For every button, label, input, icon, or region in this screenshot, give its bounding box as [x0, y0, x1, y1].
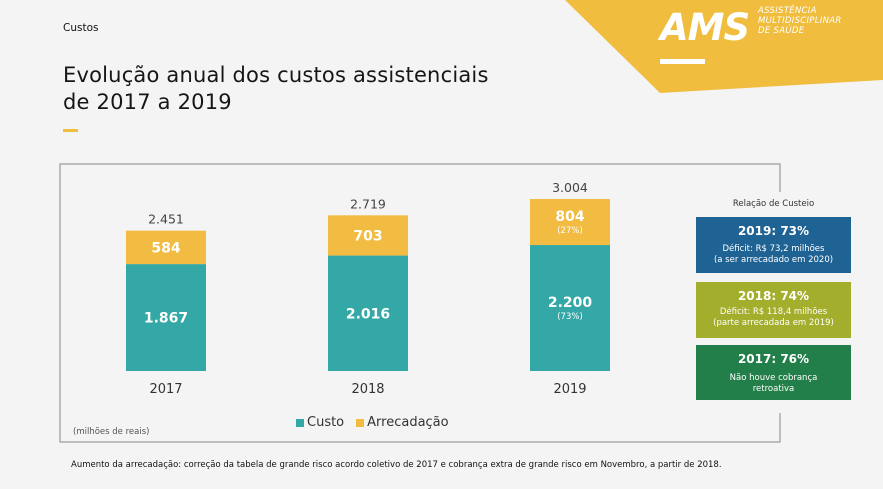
x-tick-label: 2019	[553, 382, 586, 397]
units-note: (milhões de reais)	[73, 427, 150, 437]
ratio-box-title: 2018: 74%	[737, 289, 810, 303]
bar-percent-label: (73%)	[557, 312, 583, 322]
ratio-box-desc: Déficit: R$ 73,2 milhões (a ser arrecada…	[696, 244, 851, 266]
bar-value-label: 1.867	[144, 311, 188, 327]
ratio-box-desc-line1: Déficit: R$ 73,2 milhões	[722, 244, 825, 254]
legend-label-custo: Custo	[307, 415, 345, 430]
ratio-box-desc-line1: Déficit: R$ 118,4 milhões	[719, 307, 828, 317]
ratio-panel-header: Relação de Custeio	[732, 199, 815, 209]
bar-total-label: 2.719	[350, 196, 386, 211]
bar-arrecadacao-2018	[328, 215, 408, 256]
ratio-box-desc-line1: Não houve cobrança	[729, 373, 818, 383]
bar-value-label: 804	[555, 209, 584, 225]
title-accent-bar	[63, 129, 78, 132]
ratio-box-desc: Não houve cobrança retroativa	[696, 373, 851, 395]
ratio-box-desc-line2: (a ser arrecadado em 2020)	[713, 255, 834, 265]
bar-custo-2019	[530, 245, 610, 371]
ratio-box-desc: Déficit: R$ 118,4 milhões (parte arrecad…	[696, 307, 851, 329]
page-title: Evolução anual dos custos assistenciais …	[63, 62, 489, 116]
bar-arrecadacao-2017	[126, 230, 206, 265]
x-tick-label: 2017	[149, 382, 182, 397]
ams-logo: AMS	[660, 6, 750, 49]
footnote: Aumento da arrecadação: correção da tabe…	[71, 460, 722, 470]
logo-subtitle-line3: DE SAÚDE	[758, 26, 805, 36]
ratio-box-2017: 2017: 76% Não houve cobrança retroativa	[696, 345, 851, 400]
bar-total-label: 3.004	[552, 180, 588, 195]
page-title-line2: de 2017 a 2019	[63, 90, 232, 114]
logo-subtitle-line1: ASSISTÊNCIA	[758, 6, 817, 16]
legend-item-custo: Custo	[296, 415, 344, 430]
x-tick-label: 2018	[351, 382, 384, 397]
bar-arrecadacao-2019	[530, 199, 610, 246]
bar-total-label: 2.451	[148, 212, 184, 227]
bar-value-label: 2.016	[346, 306, 390, 322]
bar-value-label: 703	[353, 228, 382, 244]
ratio-box-title: 2017: 76%	[737, 352, 810, 366]
bar-value-label: 584	[151, 240, 180, 256]
bar-percent-label: (27%)	[557, 226, 583, 236]
section-label: Custos	[63, 22, 99, 34]
chart-legend: Custo Arrecadação	[296, 415, 461, 430]
ratio-box-desc-line2: (parte arrecadada em 2019)	[713, 318, 834, 328]
legend-item-arrecadacao: Arrecadação	[356, 415, 449, 430]
legend-swatch-custo	[296, 418, 304, 427]
logo-subtitle-line2: MULTIDISCIPLINAR	[758, 16, 842, 26]
bar-value-label: 2.200	[548, 295, 593, 311]
logo-underline	[660, 59, 705, 64]
page-title-line1: Evolução anual dos custos assistenciais	[63, 63, 489, 87]
ams-logo-subtitle: ASSISTÊNCIA MULTIDISCIPLINAR DE SAÚDE	[758, 6, 842, 36]
ratio-box-2019: 2019: 73% Déficit: R$ 73,2 milhões (a se…	[696, 217, 851, 273]
ratio-box-2018: 2018: 74% Déficit: R$ 118,4 milhões (par…	[696, 282, 851, 338]
bar-custo-2017	[126, 264, 206, 371]
ratio-box-title: 2019: 73%	[737, 224, 810, 238]
ratio-box-desc-line2: retroativa	[752, 384, 795, 394]
legend-label-arrecadacao: Arrecadação	[367, 415, 449, 430]
legend-swatch-arrecadacao	[356, 418, 365, 427]
bar-custo-2018	[328, 255, 408, 371]
